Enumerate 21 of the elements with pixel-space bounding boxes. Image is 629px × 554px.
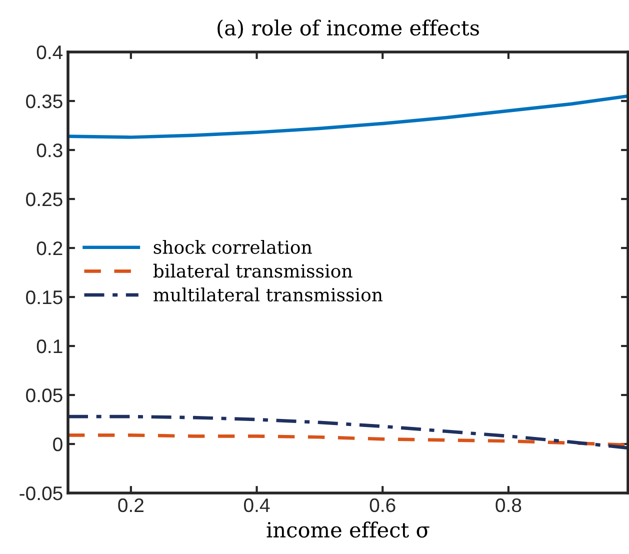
legend-label: shock correlation: [154, 240, 312, 254]
y-tick-label: 0.3: [36, 143, 62, 158]
y-tick-label: -0.05: [20, 486, 62, 500]
line-series: [68, 94, 628, 139]
x-tick-label: 0.4: [244, 498, 270, 512]
y-tick-label: 0.05: [26, 388, 62, 402]
line-series: [68, 414, 628, 450]
x-tick-label: 0.6: [370, 498, 396, 512]
x-tick-label: 0.2: [118, 498, 144, 512]
chart-title: (a) role of income effects: [218, 20, 479, 39]
y-tick-label: 0.2: [36, 241, 62, 256]
x-tick-label: 0.8: [496, 498, 522, 512]
y-tick-label: 0.15: [26, 290, 62, 304]
y-tick-label: 0.4: [36, 45, 63, 60]
x-axis-title: income effect σ: [266, 522, 430, 538]
legend-label: multilateral transmission: [154, 288, 383, 302]
y-tick-label: 0.1: [36, 339, 62, 354]
y-tick-label: 0.25: [26, 192, 62, 206]
y-tick-label: 0: [53, 437, 62, 452]
y-tick-label: 0.35: [26, 94, 62, 108]
legend-label: bilateral transmission: [153, 264, 352, 278]
